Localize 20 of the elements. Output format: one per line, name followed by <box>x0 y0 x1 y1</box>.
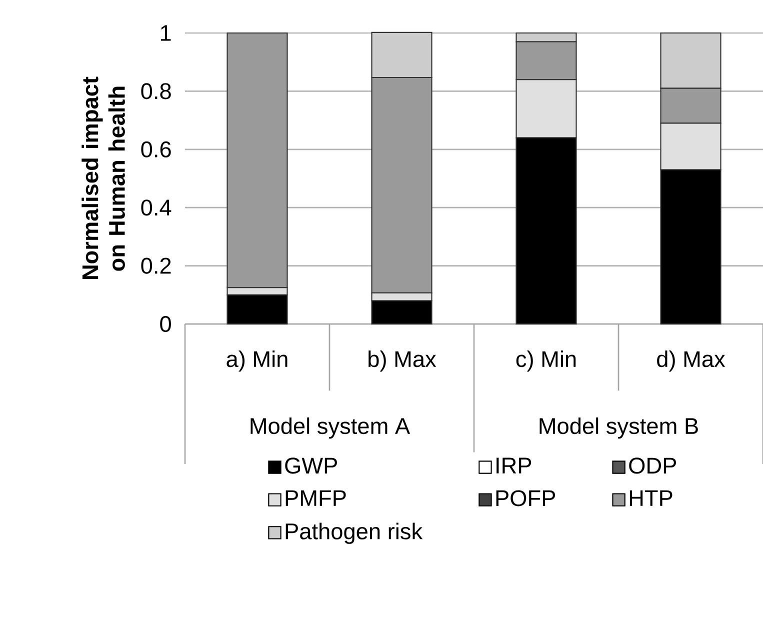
legend-label: Pathogen risk <box>286 522 423 544</box>
y-tick-label: 0.8 <box>141 83 171 100</box>
x-tick-label: d) Max <box>657 350 726 372</box>
legend-label: PMFP <box>286 490 346 506</box>
y-tick-label: 0 <box>160 316 171 332</box>
x-tick-label: a) Min <box>226 350 288 372</box>
legend-label: POFP <box>496 490 556 506</box>
text: Model system B <box>540 417 698 439</box>
legend-label: GWP <box>285 458 337 474</box>
y-axis-title: Normalised impact on Human health <box>82 76 125 280</box>
legend-label: IRP <box>496 458 532 474</box>
legend-label: HTP <box>630 490 672 506</box>
y-tick-label: 1 <box>160 25 171 41</box>
y-tick-label: 0.2 <box>141 258 171 274</box>
legend-label: ODP <box>629 458 676 474</box>
y-tick-label: 0.6 <box>141 141 171 158</box>
y-tick-label: 0.4 <box>141 200 172 216</box>
text: Model system A <box>250 417 410 439</box>
x-tick-label: c) Min <box>516 350 576 372</box>
x-tick-label: b) Max <box>368 350 436 372</box>
